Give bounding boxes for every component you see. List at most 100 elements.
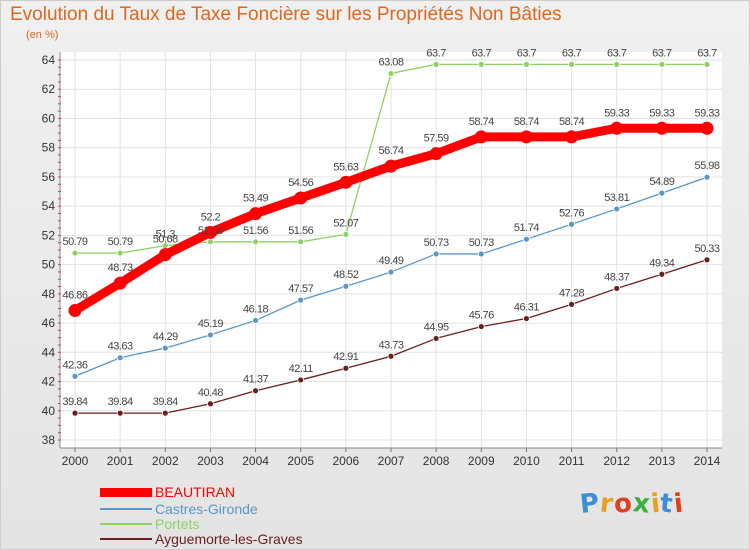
data-label-portets: 50.79	[62, 236, 87, 248]
data-point-ayguemorte-les-graves	[297, 376, 305, 384]
data-point-portets	[252, 238, 259, 246]
data-point-beautiran	[700, 121, 714, 135]
y-tick-label: 52	[42, 228, 56, 242]
data-point-beautiran	[519, 130, 533, 144]
data-label-beautiran: 53.49	[243, 193, 268, 205]
data-label-ayguemorte-les-graves: 42.11	[289, 363, 314, 375]
data-label-beautiran: 55.63	[333, 161, 358, 173]
y-tick-label: 48	[42, 287, 56, 301]
data-point-beautiran	[294, 191, 308, 205]
data-label-ayguemorte-les-graves: 39.84	[108, 396, 133, 408]
data-label-portets: 50.79	[108, 236, 133, 248]
data-point-beautiran	[203, 225, 217, 239]
data-point-ayguemorte-les-graves	[116, 409, 124, 417]
data-label-portets: 52.07	[333, 217, 358, 229]
y-tick-label: 54	[42, 199, 56, 213]
data-point-ayguemorte-les-graves	[658, 270, 666, 278]
data-label-castres-gironde: 54.89	[649, 176, 674, 188]
x-tick-label: 2004	[242, 454, 269, 468]
data-point-ayguemorte-les-graves	[342, 364, 350, 372]
x-tick-label: 2001	[107, 454, 134, 468]
data-point-castres-gironde	[252, 317, 259, 324]
y-tick-label: 42	[42, 375, 56, 389]
data-point-portets	[432, 60, 440, 68]
data-point-beautiran	[113, 276, 127, 290]
data-point-ayguemorte-les-graves	[207, 400, 214, 408]
legend-label: BEAUTIRAN	[155, 484, 236, 500]
data-label-castres-gironde: 55.98	[694, 160, 719, 172]
data-label-ayguemorte-les-graves: 50.33	[694, 243, 719, 255]
data-point-ayguemorte-les-graves	[387, 352, 395, 360]
data-point-beautiran	[474, 130, 488, 144]
legend-label: Castres-Gironde	[155, 501, 258, 517]
y-tick-label: 62	[42, 82, 56, 96]
data-point-portets	[568, 60, 575, 68]
data-point-portets	[613, 60, 621, 68]
data-point-castres-gironde	[613, 205, 621, 213]
data-point-ayguemorte-les-graves	[613, 285, 621, 292]
data-label-beautiran: 59.33	[649, 107, 674, 119]
data-point-beautiran	[384, 159, 398, 173]
y-tick-label: 44	[42, 345, 56, 359]
data-label-castres-gironde: 43.63	[108, 341, 133, 353]
data-point-castres-gironde	[342, 282, 350, 290]
data-label-castres-gironde: 50.73	[469, 237, 494, 249]
data-label-ayguemorte-les-graves: 48.37	[604, 271, 629, 283]
x-tick-label: 2003	[197, 454, 224, 468]
data-label-castres-gironde: 52.76	[559, 207, 584, 219]
legend-swatch	[100, 487, 152, 497]
data-point-castres-gironde	[568, 220, 575, 228]
x-tick-label: 2010	[513, 454, 540, 468]
data-point-portets	[658, 60, 666, 68]
proxiti-logo: Proxiti	[578, 488, 686, 520]
data-point-beautiran	[249, 207, 263, 221]
legend-label: Portets	[155, 516, 200, 532]
y-tick-label: 56	[42, 170, 56, 184]
legend-label: Ayguemorte-les-Graves	[155, 531, 303, 547]
data-label-castres-gironde: 46.18	[243, 303, 268, 315]
x-tick-label: 2012	[603, 454, 630, 468]
data-label-portets: 63.7	[562, 47, 582, 59]
data-label-ayguemorte-les-graves: 46.31	[514, 302, 539, 314]
data-point-beautiran	[655, 121, 669, 135]
data-point-ayguemorte-les-graves	[432, 335, 440, 342]
data-point-castres-gironde	[116, 354, 124, 362]
data-label-ayguemorte-les-graves: 42.91	[333, 351, 358, 363]
y-tick-label: 60	[42, 111, 56, 125]
data-label-beautiran: 46.86	[62, 290, 87, 302]
data-label-portets: 63.7	[426, 47, 446, 59]
data-point-castres-gironde	[161, 344, 169, 352]
data-label-ayguemorte-les-graves: 39.84	[62, 396, 87, 408]
data-point-beautiran	[339, 175, 353, 189]
data-point-castres-gironde	[387, 268, 395, 276]
data-point-ayguemorte-les-graves	[568, 300, 575, 308]
y-tick-label: 50	[42, 258, 56, 272]
x-tick-label: 2013	[649, 454, 676, 468]
data-label-ayguemorte-les-graves: 40.48	[198, 387, 223, 399]
data-point-portets	[207, 238, 214, 246]
data-label-castres-gironde: 42.36	[62, 359, 87, 371]
data-point-portets	[71, 249, 79, 257]
data-label-ayguemorte-les-graves: 41.37	[243, 374, 268, 386]
data-point-portets	[703, 60, 711, 68]
x-tick-label: 2014	[694, 454, 721, 468]
y-tick-label: 64	[42, 53, 56, 67]
data-label-beautiran: 50.68	[153, 234, 178, 246]
data-point-castres-gironde	[703, 173, 711, 181]
data-label-beautiran: 59.33	[604, 107, 629, 119]
y-axis-unit-label: (en %)	[26, 29, 59, 41]
data-label-portets: 51.3	[156, 229, 176, 241]
data-label-ayguemorte-les-graves: 49.34	[649, 257, 674, 269]
x-tick-label: 2005	[287, 454, 314, 468]
x-tick-label: 2008	[423, 454, 450, 468]
data-label-beautiran: 52.2	[201, 211, 221, 223]
data-label-portets: 63.08	[378, 56, 403, 68]
data-point-beautiran	[68, 304, 82, 318]
data-point-beautiran	[610, 121, 624, 135]
y-tick-label: 40	[42, 404, 56, 418]
x-tick-label: 2002	[152, 454, 179, 468]
data-label-ayguemorte-les-graves: 45.76	[469, 310, 494, 322]
x-tick-label: 2009	[468, 454, 495, 468]
data-label-ayguemorte-les-graves: 44.95	[424, 321, 449, 333]
